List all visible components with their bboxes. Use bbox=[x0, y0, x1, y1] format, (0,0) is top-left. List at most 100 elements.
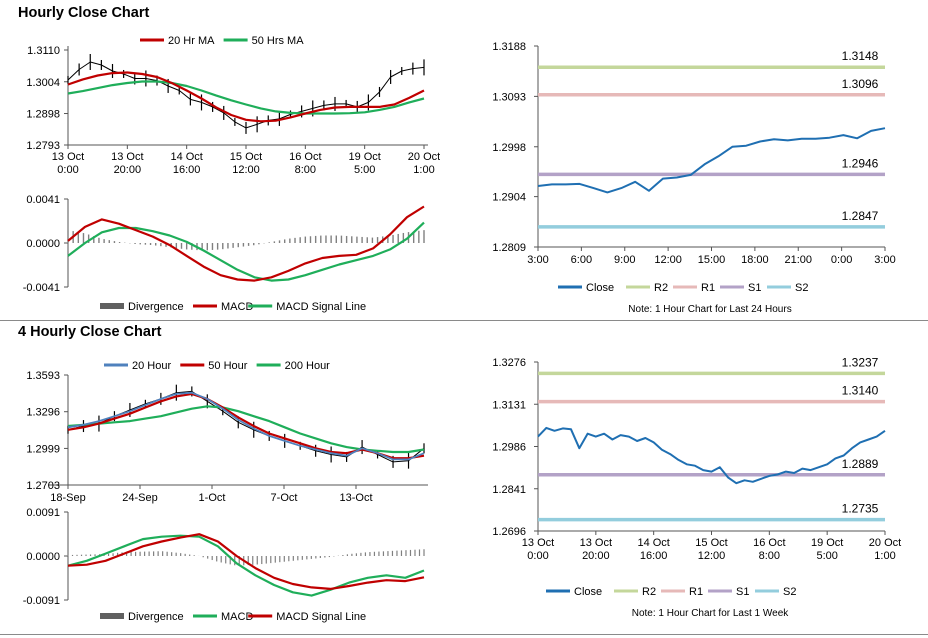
4hourly-levels-legend-label: S1 bbox=[736, 586, 749, 598]
4hourly-macd-ytick-label: -0.0091 bbox=[23, 595, 60, 607]
hourly-price-legend-label: 50 Hrs MA bbox=[252, 35, 305, 47]
4hourly-price-xtick-label: 7-Oct bbox=[271, 492, 298, 504]
4hourly-levels-xtick-label: 8:00 bbox=[759, 550, 780, 562]
4hourly-price-ytick-label: 1.2703 bbox=[26, 480, 60, 492]
4hourly-levels-xtick-label: 0:00 bbox=[527, 550, 548, 562]
4hourly-macd-legend-label: MACD Signal Line bbox=[276, 611, 366, 623]
4hourly-ma50-line bbox=[67, 392, 425, 460]
4hourly-levels-xtick-label: 14 Oct bbox=[637, 537, 669, 549]
hourly-levels-xtick-label: 6:00 bbox=[571, 254, 592, 266]
hourly-levels-xtick-label: 3:00 bbox=[527, 254, 548, 266]
4hourly-price-xtick-label: 24-Sep bbox=[122, 492, 157, 504]
4hourly-price-ytick-label: 1.2999 bbox=[26, 443, 60, 455]
4hourly-macd-legend-swatch bbox=[100, 613, 124, 619]
hourly-levels-xtick-label: 15:00 bbox=[698, 254, 726, 266]
4hourly-levels-level-label-s1: 1.2889 bbox=[842, 457, 879, 471]
4hourly-price-legend-label: 50 Hour bbox=[208, 360, 247, 372]
hourly-levels-xtick-label: 21:00 bbox=[784, 254, 812, 266]
4hourly-price-xtick-label: 1-Oct bbox=[199, 492, 226, 504]
hourly-macd-signal-line bbox=[67, 221, 425, 282]
hourly-levels-xtick-label: 3:00 bbox=[874, 254, 895, 266]
hourly-price-ytick-label: 1.2898 bbox=[26, 109, 60, 121]
4hourly-macd-signal-line bbox=[67, 533, 425, 591]
hourly-macd-legend-label: MACD Signal Line bbox=[276, 301, 366, 313]
4hourly-macd-chart: 0.0091 0.0000 -0.0091 Divergence MACD MACD Si… bbox=[23, 508, 425, 623]
bottom-divider bbox=[0, 634, 928, 635]
4hourly-levels-close-line bbox=[537, 426, 886, 485]
4hourly-levels-xtick-label: 19 Oct bbox=[811, 537, 843, 549]
hourly-levels-level-label-s2: 1.2847 bbox=[842, 209, 879, 223]
hourly-levels-xtick-label: 9:00 bbox=[614, 254, 635, 266]
4hourly-levels-xtick-label: 16 Oct bbox=[753, 537, 785, 549]
hourly-price-xtick-label: 15 Oct bbox=[230, 151, 262, 163]
4hourly-macd-legend-label: Divergence bbox=[128, 611, 184, 623]
hourly-price-xtick-label: 19 Oct bbox=[348, 151, 380, 163]
hourly-levels-note: Note: 1 Hour Chart for Last 24 Hours bbox=[628, 304, 791, 315]
4hourly-levels-xtick-label: 20:00 bbox=[582, 550, 610, 562]
4hourly-levels-level-label-r2: 1.3237 bbox=[842, 355, 879, 369]
hourly-price-xtick-label: 14 Oct bbox=[170, 151, 202, 163]
4hourly-levels-ytick-label: 1.3276 bbox=[492, 357, 526, 369]
4hourly-levels-xtick-label: 13 Oct bbox=[580, 537, 612, 549]
hourly-ma50-line bbox=[67, 80, 425, 115]
hourly-price-xtick-label: 13 Oct bbox=[52, 151, 84, 163]
hourly-levels-legend-label: S2 bbox=[795, 282, 808, 294]
hourly-price-xtick-label: 12:00 bbox=[232, 164, 260, 176]
hourly-levels-legend-label: S1 bbox=[748, 282, 761, 294]
hourly-levels-legend-label: R2 bbox=[654, 282, 668, 294]
hourly-levels-ytick-label: 1.2809 bbox=[492, 242, 526, 254]
hourly-levels-level-label-r2: 1.3148 bbox=[842, 49, 879, 63]
hourly-macd-ytick-label: -0.0041 bbox=[23, 282, 60, 294]
hourly-levels-ytick-label: 1.3093 bbox=[492, 91, 526, 103]
hourly-levels-ytick-label: 1.3188 bbox=[492, 41, 526, 53]
hourly-price-xtick-label: 8:00 bbox=[295, 164, 316, 176]
hourly-price-xtick-label: 20:00 bbox=[114, 164, 142, 176]
hourly-price-xtick-label: 16:00 bbox=[173, 164, 201, 176]
4hourly-price-legend-label: 20 Hour bbox=[132, 360, 171, 372]
4hourly-price-ytick-label: 1.3296 bbox=[26, 407, 60, 419]
4hourly-levels-level-label-s2: 1.2735 bbox=[842, 502, 879, 516]
hourly-macd-ytick-label: 0.0041 bbox=[26, 194, 60, 206]
4hourly-levels-level-label-r1: 1.3140 bbox=[842, 384, 879, 398]
hourly-price-ytick-label: 1.3110 bbox=[27, 45, 60, 57]
hourly-levels-level-label-s1: 1.2946 bbox=[842, 156, 879, 170]
4hourly-levels-legend-label: Close bbox=[574, 586, 602, 598]
hourly-macd-ytick-label: 0.0000 bbox=[26, 238, 60, 250]
4hourly-price-legend-label: 200 Hour bbox=[285, 360, 331, 372]
4hourly-levels-legend-label: R2 bbox=[642, 586, 656, 598]
4hourly-price-ytick-label: 1.3593 bbox=[26, 370, 60, 382]
hourly-macd-legend-label: MACD bbox=[221, 301, 253, 313]
4hourly-levels-xtick-label: 16:00 bbox=[640, 550, 668, 562]
hourly-price-xtick-label: 0:00 bbox=[57, 164, 78, 176]
4hourly-macd-ytick-label: 0.0091 bbox=[26, 508, 60, 519]
hourly-levels-xtick-label: 18:00 bbox=[741, 254, 769, 266]
hourly-price-legend-label: 20 Hr MA bbox=[168, 35, 215, 47]
4hourly-macd-legend-label: MACD bbox=[221, 611, 253, 623]
4hourly-levels-xtick-label: 12:00 bbox=[698, 550, 726, 562]
hourly-price-xtick-label: 5:00 bbox=[354, 164, 375, 176]
4hourly-levels-xtick-label: 1:00 bbox=[874, 550, 895, 562]
hourly-macd-line bbox=[67, 205, 425, 282]
hourly-price-xtick-label: 13 Oct bbox=[111, 151, 143, 163]
hourly-ma20-line bbox=[67, 71, 425, 123]
4hourly-macd-ytick-label: 0.0000 bbox=[26, 551, 60, 563]
4hourly-levels-xtick-label: 5:00 bbox=[816, 550, 837, 562]
4hourly-price-xtick-label: 13-Oct bbox=[339, 492, 372, 504]
4hourly-ma20-line bbox=[67, 391, 425, 461]
section-title-4hourly: 4 Hourly Close Chart bbox=[18, 324, 162, 340]
section-divider bbox=[0, 320, 928, 321]
4hourly-levels-xtick-label: 20 Oct bbox=[869, 537, 901, 549]
hourly-levels-legend-label: Close bbox=[586, 282, 614, 294]
hourly-price-ytick-label: 1.3004 bbox=[26, 77, 60, 89]
4hourly-levels-ytick-label: 1.2841 bbox=[492, 484, 526, 496]
4hourly-levels-note: Note: 1 Hour Chart for Last 1 Week bbox=[632, 608, 790, 619]
hourly-macd-legend-swatch bbox=[100, 303, 124, 309]
hourly-macd-chart: 0.0041 0.0000 -0.0041 Divergence MACD MACD Si… bbox=[23, 194, 425, 313]
hourly-levels-ytick-label: 1.2998 bbox=[492, 142, 526, 154]
hourly-levels-xtick-label: 0:00 bbox=[831, 254, 852, 266]
4hourly-levels-ytick-label: 1.2986 bbox=[492, 442, 526, 454]
